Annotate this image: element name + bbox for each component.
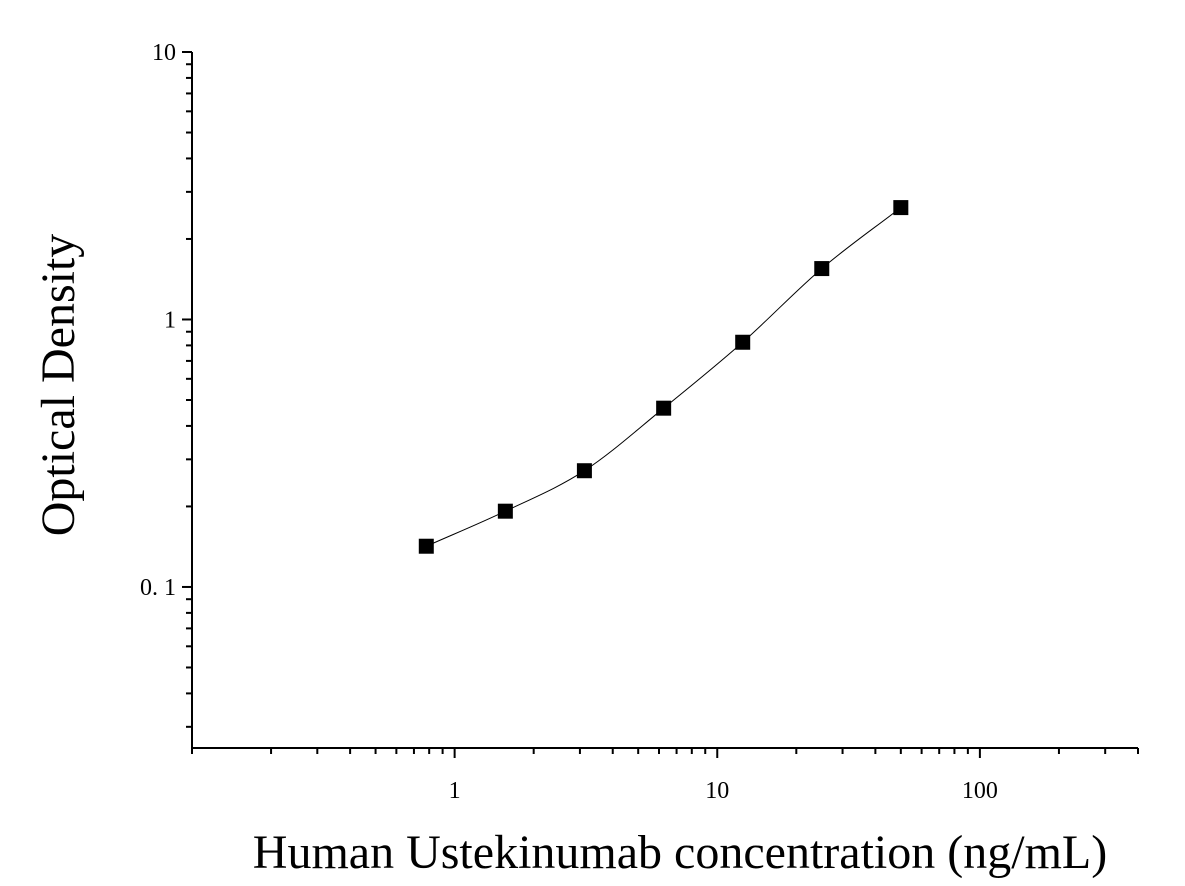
axes: [191, 52, 1138, 749]
data-point: [893, 200, 909, 216]
y-tick-label: 1: [164, 307, 176, 333]
y-tick-label: 0. 1: [140, 575, 176, 601]
data-point: [497, 503, 513, 519]
data-point: [735, 334, 751, 350]
x-tick-label: 10: [705, 778, 729, 804]
tick-marks: [182, 51, 1139, 758]
data-point: [576, 463, 592, 479]
tick-labels: 1 10 100 0. 1 1 10: [140, 40, 998, 804]
y-tick-label: 10: [152, 40, 176, 66]
data-point: [418, 538, 434, 554]
x-tick-label: 100: [962, 778, 998, 804]
data-point: [814, 261, 830, 277]
fit-curve: [426, 207, 902, 547]
x-tick-label: 1: [449, 778, 461, 804]
data-point: [656, 400, 672, 416]
data-points: [418, 200, 909, 554]
y-axis-title: Optical Density: [32, 234, 85, 537]
x-axis-title: Human Ustekinumab concentration (ng/mL): [253, 826, 1107, 879]
